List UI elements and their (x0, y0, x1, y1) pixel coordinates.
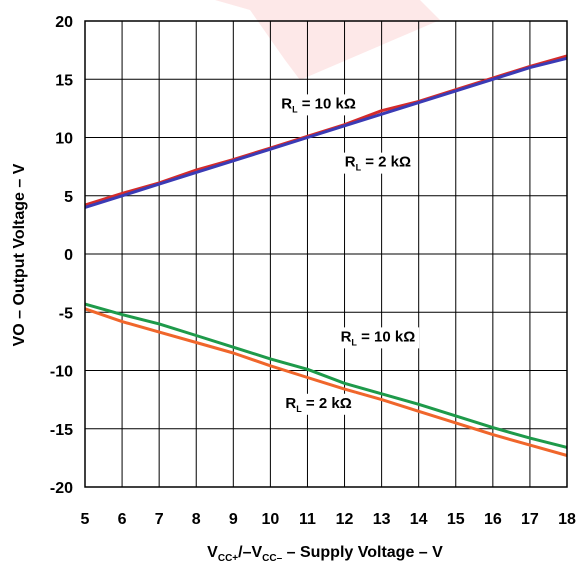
annotation-background (277, 94, 360, 116)
tick-labels: 5 6 7 8 9 10 11 12 13 14 15 16 17 18 20 15 10 5 0 -5 -10 -15 -… (50, 14, 576, 528)
x-tick-label: 16 (484, 511, 502, 528)
annotations: RL = 10 kΩ RL = 2 kΩ RL = 10 kΩ RL = 2 kΩ (277, 94, 420, 415)
watermark-shape (215, 0, 440, 80)
x-tick-label: 7 (155, 511, 164, 528)
x-tick-label: 8 (192, 511, 201, 528)
series-line-3 (84, 307, 568, 457)
y-tick-label: -10 (50, 364, 73, 381)
x-tick-label: 11 (299, 511, 316, 528)
x-tick-label: 14 (410, 511, 428, 528)
x-tick-label: 17 (521, 511, 539, 528)
y-tick-label: 10 (55, 131, 73, 148)
x-tick-label: 18 (558, 511, 576, 528)
annotation-background (340, 152, 416, 174)
series-line-2 (84, 302, 568, 449)
series-annotation: RL = 2 kΩ (345, 154, 411, 173)
annotation-background (281, 393, 356, 415)
y-tick-label: -20 (50, 480, 73, 497)
x-tick-label: 12 (336, 511, 354, 528)
plot-frame (84, 20, 568, 488)
series-group (84, 54, 568, 457)
y-tick-label: 20 (55, 14, 73, 31)
y-tick-label: 15 (55, 72, 73, 89)
x-tick-label: 10 (261, 511, 279, 528)
x-tick-label: 15 (447, 511, 465, 528)
series-annotation: RL = 2 kΩ (285, 395, 351, 414)
annotation-background (336, 327, 420, 349)
y-axis-label: VO – Output Voltage – V (11, 163, 28, 346)
y-tick-label: -15 (50, 422, 73, 439)
x-axis-label: VCC+/–VCC– – Supply Voltage – V (207, 544, 443, 564)
y-tick-label: -5 (59, 305, 73, 322)
series-line-1 (84, 56, 568, 209)
y-tick-label: 5 (64, 189, 73, 206)
grid (84, 20, 568, 488)
series-annotation: RL = 10 kΩ (341, 328, 416, 347)
x-tick-label: 6 (118, 511, 127, 528)
x-tick-label: 9 (229, 511, 238, 528)
series-annotation: RL = 10 kΩ (281, 95, 356, 114)
x-tick-label: 13 (373, 511, 391, 528)
x-tick-label: 5 (81, 511, 90, 528)
y-tick-label: 0 (64, 247, 73, 264)
